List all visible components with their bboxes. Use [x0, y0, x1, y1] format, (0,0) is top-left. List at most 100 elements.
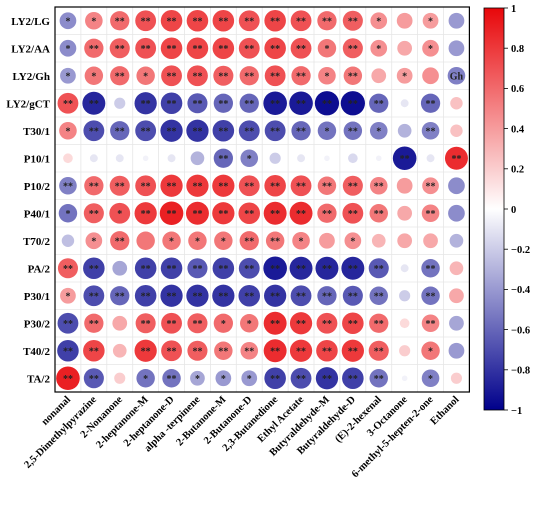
cell-circle	[450, 97, 463, 110]
significance-mark: **	[167, 346, 177, 357]
cell-circle	[110, 66, 130, 86]
cell-circle	[240, 314, 259, 333]
cell-circle	[61, 234, 75, 247]
cell-circle	[83, 120, 105, 142]
cell-circle	[114, 97, 126, 109]
significance-mark: *	[376, 44, 381, 55]
significance-mark: **	[374, 374, 384, 385]
cell-circle	[162, 369, 181, 388]
cell-circle	[212, 37, 235, 60]
cell-circle	[317, 39, 337, 58]
cell-circle	[399, 345, 411, 357]
significance-mark: **	[218, 291, 228, 302]
significance-mark: **	[115, 44, 125, 55]
cell-circle	[348, 153, 358, 164]
cell-circle	[420, 93, 441, 113]
significance-mark: **	[115, 16, 125, 27]
cell-circle	[167, 154, 176, 163]
significance-mark: **	[426, 209, 436, 220]
significance-mark: **	[63, 264, 73, 275]
row-label: TA/2	[27, 373, 51, 385]
significance-mark: **	[167, 374, 177, 385]
plot-frame	[54, 6, 470, 393]
cell-circle	[369, 204, 388, 223]
cell-circle	[213, 313, 233, 333]
significance-mark: **	[348, 291, 358, 302]
significance-mark: **	[218, 154, 228, 165]
significance-mark: **	[167, 71, 177, 82]
column-label: Ethanol	[429, 394, 462, 427]
significance-mark: *	[376, 16, 381, 27]
significance-mark: **	[322, 264, 332, 275]
cell-circle	[263, 339, 287, 363]
significance-mark: *	[428, 16, 433, 27]
significance-mark: **	[244, 71, 254, 82]
significance-mark: **	[141, 209, 151, 220]
cell-circle	[399, 290, 411, 302]
cell-circle	[238, 284, 261, 307]
significance-mark: *	[65, 44, 70, 55]
cell-circle	[421, 341, 440, 360]
significance-mark: **	[167, 181, 177, 192]
significance-mark: **	[167, 319, 177, 330]
significance-mark: **	[167, 126, 177, 137]
significance-mark: **	[348, 99, 358, 110]
cell-circle	[136, 66, 155, 85]
cell-circle	[315, 256, 339, 280]
significance-mark: *	[428, 346, 433, 357]
cell-circle	[289, 339, 313, 362]
cell-circle	[397, 233, 413, 249]
cell-circle	[397, 205, 413, 221]
cell-circle	[448, 204, 465, 222]
cell-circle	[397, 123, 412, 138]
significance-mark: **	[115, 126, 125, 137]
significance-mark: **	[89, 319, 99, 330]
significance-mark: *	[65, 291, 70, 302]
significance-mark: *	[247, 154, 252, 165]
cell-circle	[422, 12, 439, 29]
cell-circle	[160, 257, 183, 280]
significance-mark: **	[322, 291, 332, 302]
cell-circle	[317, 286, 337, 306]
cell-circle	[319, 232, 335, 249]
significance-mark: **	[89, 374, 99, 385]
cell-circle	[59, 12, 77, 30]
cell-circle	[317, 203, 337, 223]
cell-circle	[239, 93, 259, 113]
significance-mark: *	[324, 44, 329, 55]
significance-mark: **	[296, 264, 306, 275]
cell-circle	[60, 287, 76, 304]
cell-circle	[448, 12, 465, 29]
cell-circle	[112, 315, 128, 331]
cell-circle	[263, 311, 287, 335]
cell-circle	[369, 121, 388, 140]
colorbar-ticks: 1 0.8 0.6 0.4 0.2 0 −0.2 −0.4 −0.6 −0.8 −1	[504, 4, 531, 417]
cell-circle	[83, 368, 104, 389]
significance-mark: **	[270, 16, 280, 27]
significance-mark: **	[218, 209, 228, 220]
row-label: T30/1	[23, 126, 50, 138]
cell-circle	[264, 65, 286, 87]
significance-mark: *	[428, 44, 433, 55]
cell-circle	[57, 339, 79, 362]
cell-circle	[213, 65, 234, 86]
significance-mark: **	[63, 319, 73, 330]
cell-circle	[421, 259, 440, 278]
cell-circle	[238, 257, 260, 279]
significance-layer: * * ** ** ** ** ** ** ** ** ** ** * ** ** ** ** ** ** ** ** *…	[63, 16, 464, 385]
cell-circle	[449, 233, 464, 248]
significance-mark: **	[89, 99, 99, 110]
cell-circle	[264, 120, 286, 142]
cell-circle	[84, 176, 104, 196]
significance-mark: **	[244, 44, 254, 55]
cell-circle	[59, 39, 77, 57]
significance-mark: **	[244, 16, 254, 27]
cell-circle	[135, 175, 157, 197]
cell-circle	[396, 12, 413, 29]
significance-mark: **	[192, 126, 202, 137]
grid-layer	[54, 6, 470, 393]
cell-circle	[60, 67, 76, 84]
cell-circle	[215, 370, 232, 387]
significance-mark: **	[296, 319, 306, 330]
significance-mark: *	[376, 126, 381, 137]
